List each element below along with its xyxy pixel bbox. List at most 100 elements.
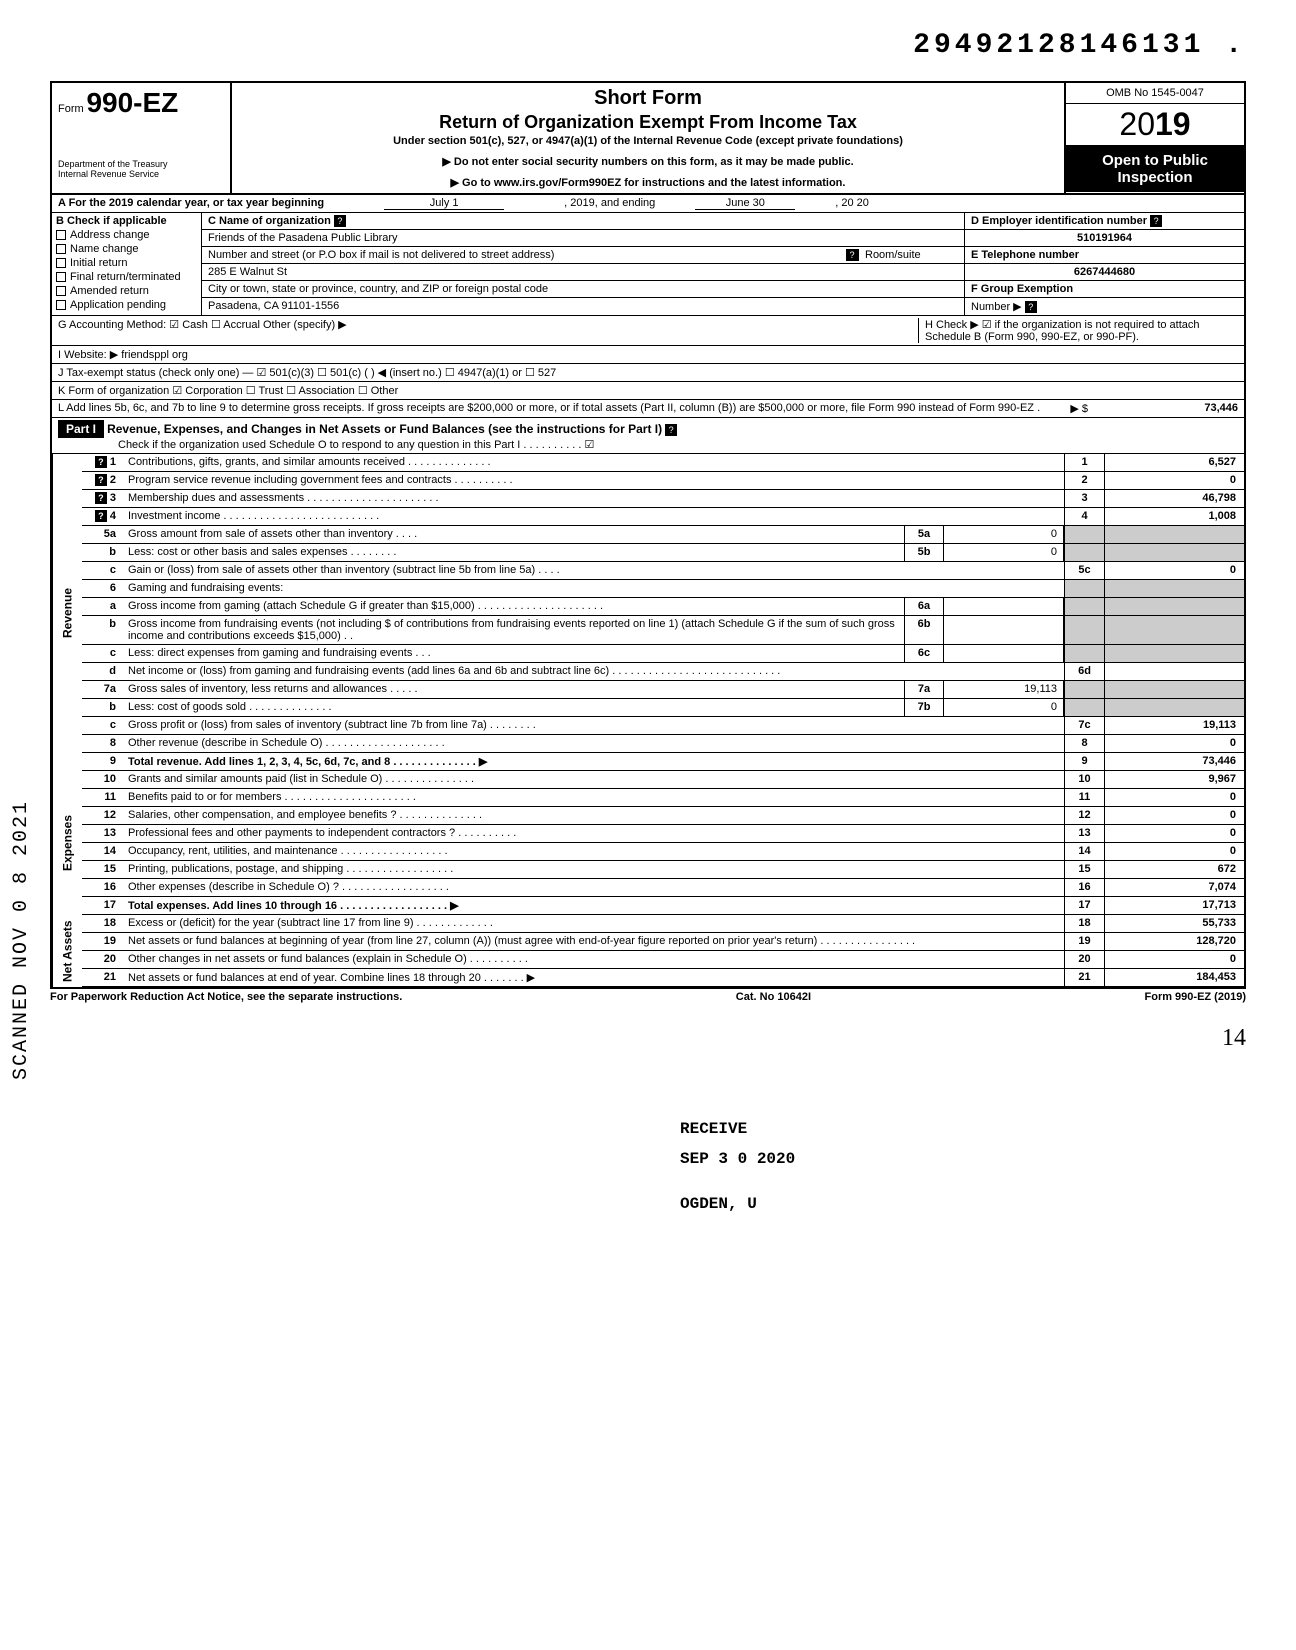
checkbox[interactable] (56, 300, 66, 310)
line-desc: Net income or (loss) from gaming and fun… (122, 663, 1064, 680)
org-name: Friends of the Pasadena Public Library (202, 230, 964, 247)
line-number: ? 2 (82, 472, 122, 489)
table-row: 8Other revenue (describe in Schedule O) … (82, 735, 1244, 753)
line-number: a (82, 598, 122, 615)
col-num (1064, 526, 1104, 543)
checkbox[interactable] (56, 272, 66, 282)
checkbox[interactable] (56, 258, 66, 268)
line-number: ? 1 (82, 454, 122, 471)
col-val: 128,720 (1104, 933, 1244, 950)
col-num (1064, 616, 1104, 644)
form-990ez: Form 990-EZ Department of the Treasury I… (50, 81, 1246, 989)
table-row: aGross income from gaming (attach Schedu… (82, 598, 1244, 616)
title-short-form: Short Form (240, 87, 1056, 110)
line-number: d (82, 663, 122, 680)
col-num: 14 (1064, 843, 1104, 860)
col-val: 0 (1104, 843, 1244, 860)
col-num: 9 (1064, 753, 1104, 770)
stamp-date: SEP 3 0 2020 (680, 1150, 795, 1168)
note-ssn: ▶ Do not enter social security numbers o… (240, 155, 1056, 168)
row-a-label: A For the 2019 calendar year, or tax yea… (58, 197, 324, 210)
line-l-value: 73,446 (1098, 402, 1238, 415)
line-l: L Add lines 5b, 6c, and 7b to line 9 to … (52, 400, 1244, 418)
help-icon: ? (95, 474, 107, 486)
mini-val: 19,113 (944, 681, 1064, 698)
table-row: 20Other changes in net assets or fund ba… (82, 951, 1244, 969)
line-i: I Website: ▶ friendsppl org (52, 346, 1244, 364)
mini-val: 0 (944, 699, 1064, 716)
col-c: C Name of organization ? Friends of the … (202, 213, 964, 315)
section-bcdef: B Check if applicable Address change Name… (52, 213, 1244, 316)
part1-header: Part I Revenue, Expenses, and Changes in… (52, 418, 1244, 454)
col-val (1104, 699, 1244, 716)
line-desc: Total expenses. Add lines 10 through 16 … (122, 897, 1064, 914)
col-val: 0 (1104, 951, 1244, 968)
line-desc: Gross income from fundraising events (no… (122, 616, 904, 644)
mini-num: 5b (904, 544, 944, 561)
line-number: 7a (82, 681, 122, 698)
col-num (1064, 645, 1104, 662)
col-val: 55,733 (1104, 915, 1244, 932)
table-row: bLess: cost or other basis and sales exp… (82, 544, 1244, 562)
checkbox-line: Address change (56, 229, 197, 241)
mini-val (944, 598, 1064, 615)
line-desc: Gaming and fundraising events: (122, 580, 1064, 597)
help-icon: ? (95, 456, 107, 468)
col-num: 3 (1064, 490, 1104, 507)
title-return: Return of Organization Exempt From Incom… (240, 112, 1056, 133)
line-desc: Benefits paid to or for members . . . . … (122, 789, 1064, 806)
row-a-tax-year: A For the 2019 calendar year, or tax yea… (52, 195, 1244, 213)
b-title: B Check if applicable (56, 215, 197, 227)
table-row: ? 3Membership dues and assessments . . .… (82, 490, 1244, 508)
line-number: 20 (82, 951, 122, 968)
col-val: 6,527 (1104, 454, 1244, 471)
row-a-mid: , 2019, and ending (564, 197, 655, 210)
table-row: bGross income from fundraising events (n… (82, 616, 1244, 645)
subtitle: Under section 501(c), 527, or 4947(a)(1)… (240, 135, 1056, 147)
checkbox[interactable] (56, 244, 66, 254)
year-end: June 30 (695, 197, 795, 210)
city-label: City or town, state or province, country… (202, 281, 964, 298)
help-icon: ? (95, 492, 107, 504)
checkbox[interactable] (56, 286, 66, 296)
line-desc: Professional fees and other payments to … (122, 825, 1064, 842)
line-l-arrow: ▶ $ (1070, 402, 1088, 415)
col-val: 19,113 (1104, 717, 1244, 734)
mini-val (944, 645, 1064, 662)
d-label: D Employer identification number (971, 215, 1147, 227)
street-label: Number and street (or P.O box if mail is… (208, 249, 846, 261)
col-val: 672 (1104, 861, 1244, 878)
footer-center: Cat. No 10642I (736, 991, 811, 1003)
col-val: 0 (1104, 472, 1244, 489)
col-val (1104, 681, 1244, 698)
line-number: 18 (82, 915, 122, 932)
part1-check: Check if the organization used Schedule … (118, 438, 1238, 451)
line-desc: Gain or (loss) from sale of assets other… (122, 562, 1064, 579)
line-desc: Gross profit or (loss) from sales of inv… (122, 717, 1064, 734)
table-row: ? 4Investment income . . . . . . . . . .… (82, 508, 1244, 526)
form-header: Form 990-EZ Department of the Treasury I… (52, 83, 1244, 195)
omb-number: OMB No 1545-0047 (1066, 83, 1244, 104)
footer: For Paperwork Reduction Act Notice, see … (50, 989, 1246, 1005)
col-b: B Check if applicable Address change Name… (52, 213, 202, 315)
help-icon: ? (1025, 301, 1037, 313)
checkbox[interactable] (56, 230, 66, 240)
table-row: 16Other expenses (describe in Schedule O… (82, 879, 1244, 897)
table-row: 15Printing, publications, postage, and s… (82, 861, 1244, 879)
footer-left: For Paperwork Reduction Act Notice, see … (50, 991, 402, 1003)
checkbox-label: Amended return (70, 285, 149, 297)
checkbox-label: Final return/terminated (70, 271, 181, 283)
line-number: ? 3 (82, 490, 122, 507)
help-icon: ? (95, 510, 107, 522)
checkbox-line: Name change (56, 243, 197, 255)
col-num: 5c (1064, 562, 1104, 579)
mini-num: 7a (904, 681, 944, 698)
mini-num: 5a (904, 526, 944, 543)
checkbox-label: Name change (70, 243, 139, 255)
col-num: 10 (1064, 771, 1104, 788)
line-desc: Grants and similar amounts paid (list in… (122, 771, 1064, 788)
table-row: 13Professional fees and other payments t… (82, 825, 1244, 843)
netassets-section: Net Assets 18Excess or (deficit) for the… (52, 915, 1244, 987)
line-number: c (82, 645, 122, 662)
checkbox-label: Application pending (70, 299, 166, 311)
